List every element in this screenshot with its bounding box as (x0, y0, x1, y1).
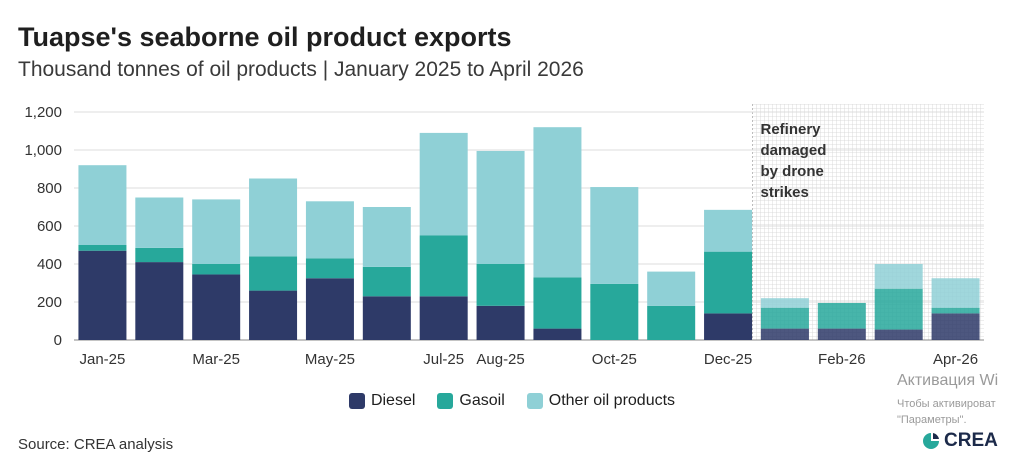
x-tick-label: Aug-25 (476, 351, 524, 368)
bar-other (192, 199, 241, 264)
x-tick-label: May-25 (305, 351, 355, 368)
y-tick-label: 0 (54, 332, 62, 349)
bar-other (533, 127, 582, 278)
x-tick-label: Oct-25 (592, 351, 637, 368)
bar-diesel (192, 274, 241, 340)
bar-diesel (760, 328, 809, 340)
activation-line-3: "Параметры". (897, 414, 967, 426)
bar-diesel (931, 313, 980, 340)
bar-chart: 0 200 400 600 800 1,000 1,200 Jan-25 Mar-25 May-2… (24, 104, 984, 368)
bar-gasoil (249, 256, 298, 291)
legend-swatch-diesel (348, 393, 365, 409)
bar-gasoil (533, 277, 582, 329)
y-tick-label: 200 (37, 294, 62, 311)
legend-swatch-gasoil (437, 393, 454, 409)
bar-gasoil (78, 245, 127, 251)
activation-line-1: Активация Wi (897, 372, 999, 389)
activation-line-2: Чтобы активироват (897, 398, 996, 410)
bar-other (760, 298, 809, 308)
bar-gasoil (931, 307, 980, 314)
bar-other (590, 187, 639, 284)
legend-item-other: Other oil products (526, 392, 676, 410)
y-tick-label: 1,000 (24, 142, 62, 159)
bar-diesel (305, 278, 354, 340)
legend-label-diesel: Diesel (370, 392, 416, 409)
bar-diesel (874, 329, 923, 340)
annotation-line: by drone (761, 163, 824, 180)
legend-label-other: Other oil products (548, 392, 676, 409)
x-tick-label: Apr-26 (933, 351, 978, 368)
y-tick-label: 400 (37, 256, 62, 273)
bar-gasoil (874, 288, 923, 330)
bar-gasoil (647, 305, 696, 340)
y-tick-label: 600 (37, 218, 62, 235)
x-tick-label: Feb-26 (818, 351, 866, 368)
bar-diesel (362, 296, 411, 340)
bar-diesel (476, 305, 525, 340)
bar-gasoil (362, 266, 411, 297)
bar-diesel (817, 328, 866, 340)
x-tick-label: Mar-25 (192, 351, 240, 368)
bar-gasoil (419, 235, 468, 297)
crea-logo: CREA (922, 430, 998, 452)
bar-diesel (419, 296, 468, 340)
bar-other (704, 209, 753, 252)
bar-diesel (704, 313, 753, 340)
annotation-line: strikes (761, 184, 809, 201)
bar-gasoil (476, 264, 525, 306)
bar-other (305, 201, 354, 259)
bar-other (419, 132, 468, 236)
bar-gasoil (192, 264, 241, 275)
bar-gasoil (704, 251, 753, 314)
legend-item-gasoil: Gasoil (437, 392, 505, 410)
bar-other (249, 178, 298, 257)
x-tick-label: Jul-25 (423, 351, 464, 368)
legend-label-gasoil: Gasoil (459, 392, 505, 409)
bar-gasoil (135, 247, 184, 263)
bar-diesel (533, 328, 582, 340)
bar-gasoil (760, 307, 809, 329)
crea-logo-text: CREA (944, 430, 998, 451)
source-note: Source: CREA analysis (18, 436, 174, 453)
bar-gasoil (305, 258, 354, 279)
bar-other (362, 207, 411, 267)
x-tick-label: Jan-25 (80, 351, 126, 368)
y-tick-label: 1,200 (24, 104, 62, 121)
bar-other (476, 150, 525, 264)
bar-other (78, 165, 127, 245)
annotation-line: damaged (761, 142, 827, 159)
legend-swatch-other (526, 393, 543, 409)
bar-other (135, 197, 184, 248)
annotation-line: Refinery (761, 121, 822, 138)
bar-gasoil (817, 302, 866, 329)
chart-subtitle: Thousand tonnes of oil products | Januar… (18, 58, 584, 81)
bar-other (874, 264, 923, 289)
chart-title: Tuapse's seaborne oil product exports (18, 22, 512, 52)
crea-logo-icon (923, 433, 939, 449)
chart-legend: Diesel Gasoil Other oil products (0, 392, 1024, 410)
bar-other (931, 278, 980, 308)
bar-diesel (78, 250, 127, 340)
legend-item-diesel: Diesel (348, 392, 416, 410)
windows-activation-watermark: Активация Wi Чтобы активироват "Параметр… (897, 372, 1024, 426)
bar-diesel (249, 290, 298, 340)
bar-diesel (135, 262, 184, 340)
x-tick-label: Dec-25 (704, 351, 752, 368)
y-tick-label: 800 (37, 180, 62, 197)
bar-other (647, 271, 696, 306)
bar-gasoil (590, 283, 639, 340)
